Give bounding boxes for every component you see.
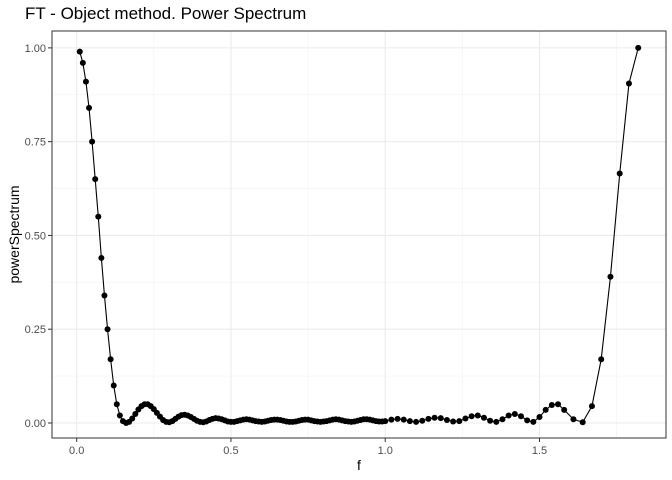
data-point [524, 417, 531, 424]
data-point [570, 416, 577, 423]
data-point [431, 414, 438, 421]
data-point [382, 418, 389, 425]
data-point [542, 406, 549, 413]
x-tick-label: 1.0 [378, 445, 393, 457]
y-tick-label: 0.75 [25, 137, 46, 149]
data-point [86, 104, 93, 111]
data-point [110, 382, 117, 389]
data-point [456, 418, 463, 425]
data-point [499, 416, 506, 423]
data-point [561, 406, 568, 413]
data-point [511, 410, 518, 417]
data-point [400, 416, 407, 423]
data-point [530, 418, 537, 425]
data-point [555, 401, 562, 408]
y-tick-label: 1.00 [25, 43, 46, 55]
chart-title: FT - Object method. Power Spectrum [25, 4, 307, 23]
plot-panel [52, 31, 666, 438]
data-point [625, 80, 632, 87]
data-point [419, 417, 426, 424]
data-point [129, 415, 136, 422]
data-point [536, 413, 543, 420]
data-point [76, 48, 83, 55]
major-grid [52, 31, 666, 438]
data-point [104, 326, 111, 333]
x-tick-label: 0.5 [223, 445, 238, 457]
data-point [468, 413, 475, 420]
y-axis-title: powerSpectrum [6, 185, 22, 283]
data-point [394, 415, 401, 422]
y-axis: 0.00 0.25 0.50 0.75 1.00 [25, 43, 52, 430]
data-point [98, 254, 105, 261]
data-point [95, 213, 102, 220]
data-point [89, 138, 96, 145]
data-point [474, 412, 481, 419]
data-point [113, 401, 120, 408]
y-tick-label: 0.50 [25, 230, 46, 242]
x-axis-title: f [357, 457, 361, 473]
data-point [450, 418, 457, 425]
x-tick-label: 1.5 [532, 445, 547, 457]
data-point [493, 418, 500, 425]
data-point [425, 415, 432, 422]
minor-grid [52, 31, 666, 438]
y-tick-label: 0.00 [25, 418, 46, 430]
plot-border [51, 30, 667, 439]
data-point [92, 176, 99, 183]
data-point [480, 414, 487, 421]
data-point [406, 418, 413, 425]
data-point [132, 410, 139, 417]
data-point [487, 417, 494, 424]
data-point [607, 273, 614, 280]
data-point [517, 413, 524, 420]
data-point [505, 412, 512, 419]
data-point [598, 356, 605, 363]
x-tick-label: 0.0 [69, 445, 84, 457]
data-point [79, 59, 86, 66]
data-point [616, 170, 623, 177]
data-point [579, 419, 586, 426]
x-axis: 0.0 0.5 1.0 1.5 [69, 438, 547, 457]
data-point [101, 292, 108, 299]
series-points [76, 44, 642, 426]
data-point [437, 415, 444, 422]
data-point [635, 44, 642, 51]
data-point [107, 356, 114, 363]
data-point [388, 416, 395, 423]
data-point [443, 416, 450, 423]
data-point [82, 78, 89, 85]
data-point [462, 415, 469, 422]
data-point [548, 401, 555, 408]
y-tick-label: 0.25 [25, 324, 46, 336]
data-point [588, 403, 595, 410]
data-point [413, 418, 420, 425]
data-point [116, 412, 123, 419]
